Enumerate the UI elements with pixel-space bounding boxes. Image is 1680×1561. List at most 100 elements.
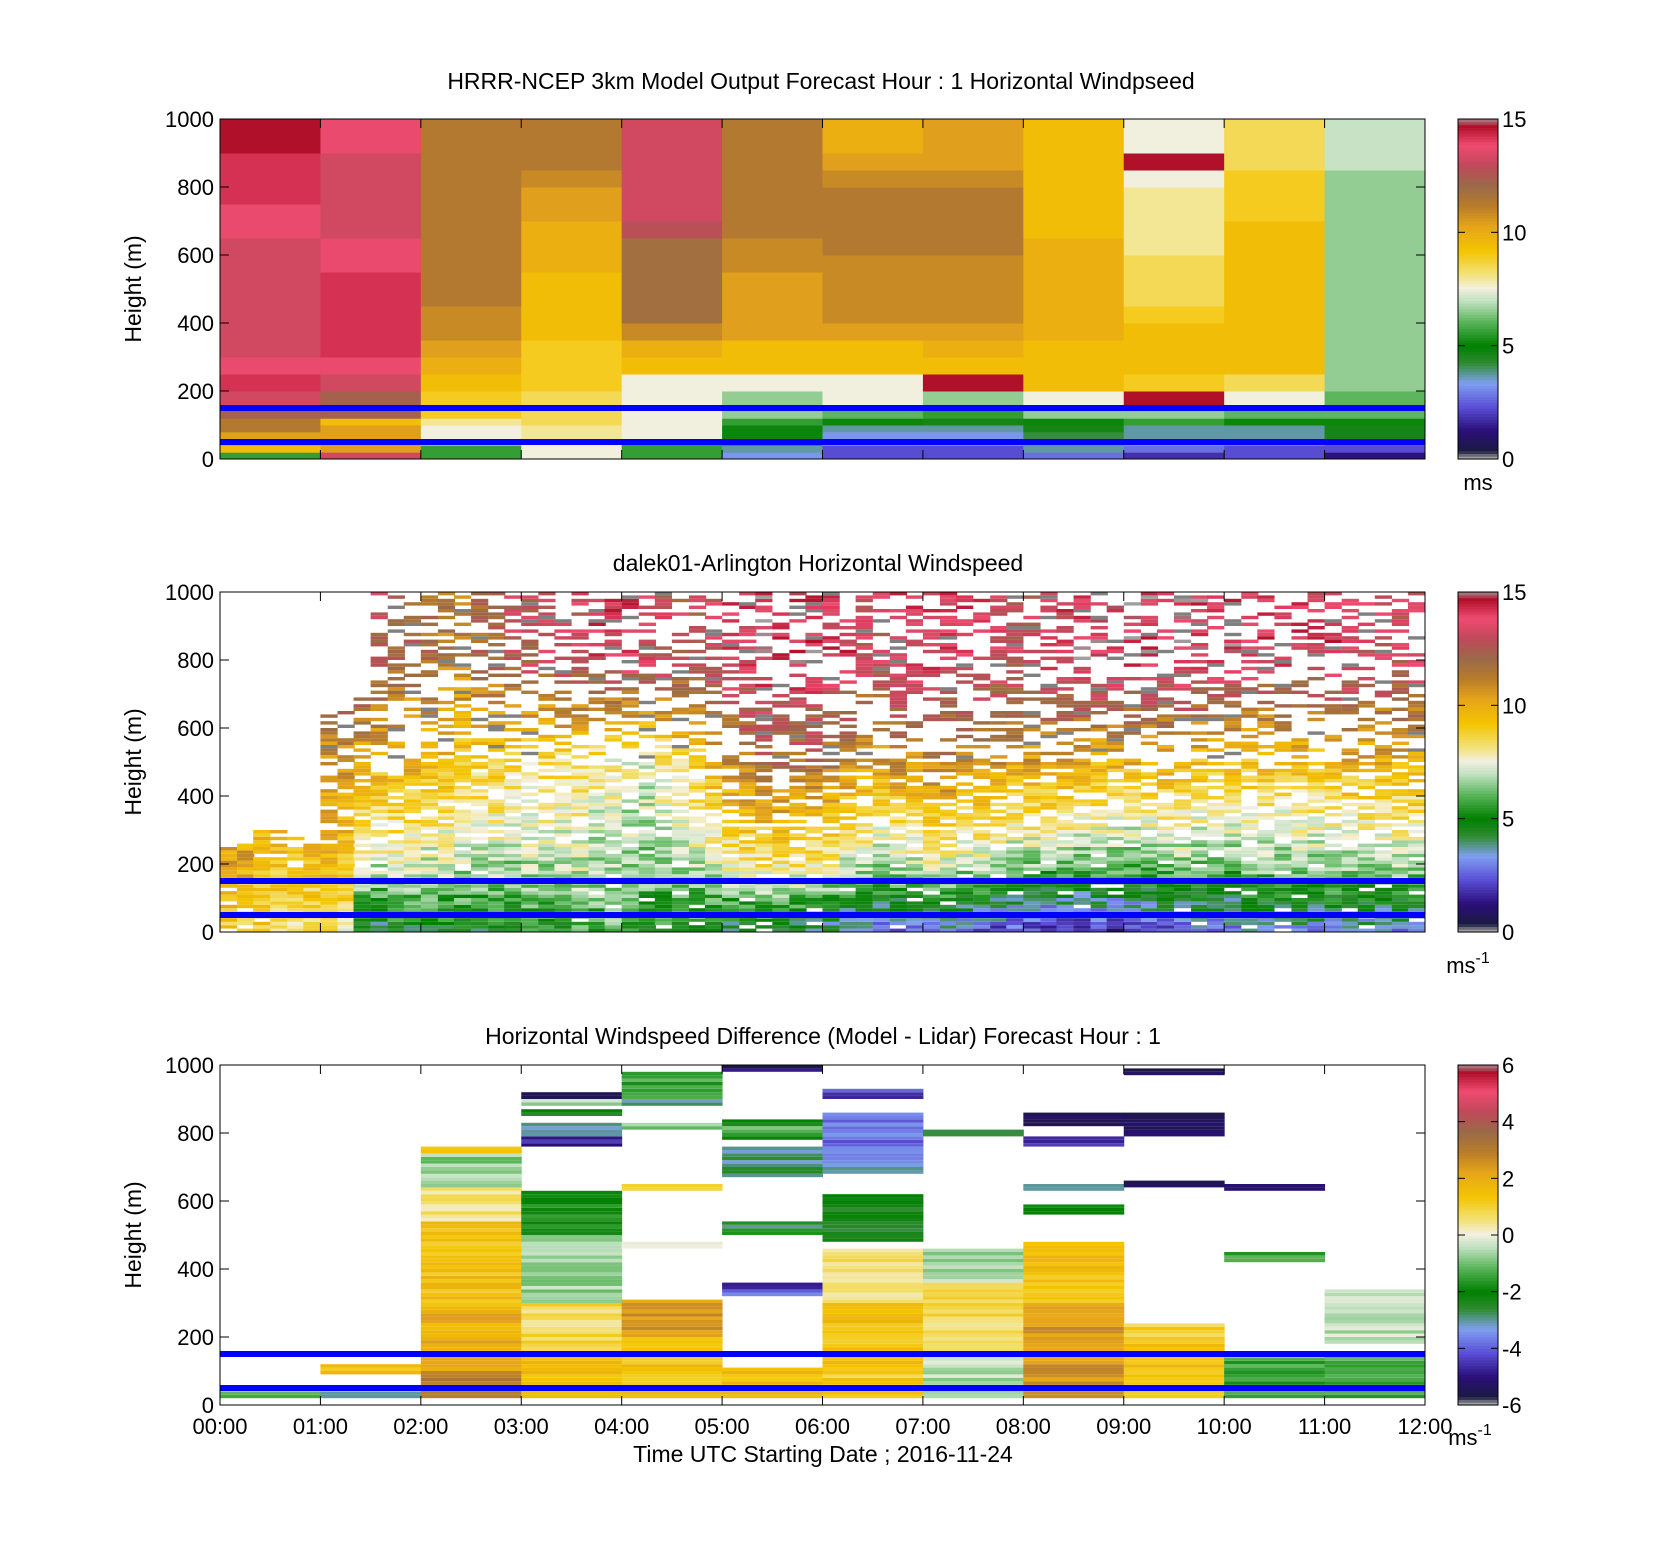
heatmap-cell bbox=[1341, 823, 1359, 827]
heatmap-cell bbox=[1291, 789, 1309, 793]
heatmap-cell bbox=[504, 653, 522, 657]
heatmap-cell bbox=[403, 799, 422, 803]
heatmap-cell bbox=[722, 802, 740, 807]
heatmap-cell bbox=[1090, 728, 1108, 732]
heatmap-cell bbox=[1006, 816, 1024, 820]
heatmap-cell bbox=[420, 751, 439, 756]
heatmap-cell bbox=[320, 843, 338, 847]
heatmap-cell bbox=[739, 626, 757, 630]
heatmap-cell bbox=[922, 813, 941, 817]
heatmap-cell bbox=[420, 615, 439, 620]
heatmap-cell bbox=[789, 700, 807, 705]
heatmap-cell bbox=[822, 857, 840, 861]
heatmap-cell bbox=[1341, 796, 1359, 800]
heatmap-cell bbox=[722, 874, 740, 878]
heatmap-cell bbox=[1090, 925, 1108, 929]
heatmap-cell bbox=[488, 901, 506, 905]
heatmap-cell bbox=[1224, 452, 1326, 460]
colorbar-segment bbox=[1458, 164, 1498, 168]
heatmap-cell bbox=[588, 928, 606, 932]
heatmap-cell bbox=[855, 636, 873, 640]
heatmap-cell bbox=[437, 687, 456, 691]
heatmap-cell bbox=[270, 921, 288, 926]
heatmap-cell bbox=[1241, 826, 1259, 830]
heatmap-cell bbox=[370, 775, 388, 779]
heatmap-cell bbox=[671, 799, 690, 803]
heatmap-cell bbox=[370, 833, 388, 837]
heatmap-cell bbox=[521, 751, 539, 756]
heatmap-cell bbox=[1173, 762, 1192, 766]
heatmap-cell bbox=[420, 843, 439, 847]
heatmap-cell bbox=[420, 187, 522, 205]
heatmap-cell bbox=[822, 653, 840, 657]
heatmap-cell bbox=[420, 768, 439, 773]
heatmap-cell bbox=[420, 833, 439, 837]
heatmap-cell bbox=[872, 864, 890, 868]
heatmap-cell bbox=[1357, 864, 1375, 868]
heatmap-cell bbox=[488, 918, 506, 922]
heatmap-cell bbox=[789, 792, 807, 796]
heatmap-cell bbox=[1274, 745, 1292, 749]
heatmap-cell bbox=[1140, 853, 1159, 858]
heatmap-cell bbox=[437, 823, 456, 827]
heatmap-cell bbox=[353, 762, 371, 766]
heatmap-cell bbox=[320, 789, 338, 793]
colorbar-segment bbox=[1458, 388, 1498, 392]
heatmap-cell bbox=[471, 823, 489, 827]
heatmap-cell bbox=[554, 901, 572, 905]
heatmap-cell bbox=[654, 592, 673, 596]
colorbar-segment bbox=[1458, 178, 1498, 182]
heatmap-cell bbox=[905, 874, 924, 878]
heatmap-cell bbox=[990, 656, 1008, 660]
heatmap-cell bbox=[722, 908, 740, 912]
heatmap-cell bbox=[822, 785, 840, 790]
heatmap-cell bbox=[588, 904, 606, 909]
heatmap-cell bbox=[1324, 884, 1342, 888]
heatmap-cell bbox=[1106, 901, 1124, 905]
heatmap-cell bbox=[1207, 870, 1225, 875]
heatmap-cell bbox=[805, 928, 823, 932]
heatmap-cell bbox=[1073, 758, 1091, 762]
heatmap-cell bbox=[1324, 864, 1342, 868]
colorbar-segment bbox=[1458, 243, 1498, 248]
heatmap-cell bbox=[1023, 673, 1041, 677]
heatmap-cell bbox=[1291, 646, 1309, 650]
heatmap-cell bbox=[1374, 928, 1393, 932]
heatmap-cell bbox=[654, 857, 673, 861]
heatmap-cell bbox=[538, 694, 556, 698]
heatmap-cell bbox=[538, 809, 556, 813]
heatmap-cell bbox=[973, 738, 991, 742]
heatmap-cell bbox=[571, 724, 589, 728]
heatmap-cell bbox=[387, 670, 405, 674]
heatmap-cell bbox=[905, 612, 924, 616]
heatmap-cell bbox=[1123, 864, 1141, 868]
heatmap-cell bbox=[220, 921, 238, 926]
heatmap-cell bbox=[588, 806, 606, 810]
heatmap-cell bbox=[420, 860, 439, 864]
heatmap-cell bbox=[504, 864, 522, 868]
heatmap-cell bbox=[1307, 867, 1325, 871]
heatmap-cell bbox=[554, 860, 572, 864]
heatmap-cell bbox=[1040, 592, 1058, 596]
heatmap-cell bbox=[688, 833, 707, 837]
heatmap-cell bbox=[437, 758, 456, 762]
heatmap-cell bbox=[1173, 687, 1192, 691]
heatmap-cell bbox=[1140, 792, 1159, 796]
heatmap-cell bbox=[1056, 799, 1074, 803]
heatmap-cell bbox=[387, 806, 405, 810]
heatmap-cell bbox=[320, 836, 338, 841]
heatmap-cell bbox=[956, 925, 974, 929]
colorbar-segment bbox=[1458, 745, 1498, 749]
heatmap-cell bbox=[521, 884, 539, 888]
heatmap-cell bbox=[839, 796, 857, 800]
heatmap-cell bbox=[822, 636, 840, 640]
heatmap-cell bbox=[604, 785, 622, 790]
heatmap-cell bbox=[1006, 605, 1024, 609]
heatmap-cell bbox=[554, 847, 572, 851]
heatmap-cell bbox=[1006, 826, 1024, 830]
colorbar-segment bbox=[1458, 926, 1498, 930]
heatmap-cell bbox=[1391, 748, 1410, 752]
heatmap-cell bbox=[1391, 782, 1410, 786]
heatmap-cell bbox=[1324, 272, 1426, 290]
heatmap-cell bbox=[521, 738, 539, 742]
